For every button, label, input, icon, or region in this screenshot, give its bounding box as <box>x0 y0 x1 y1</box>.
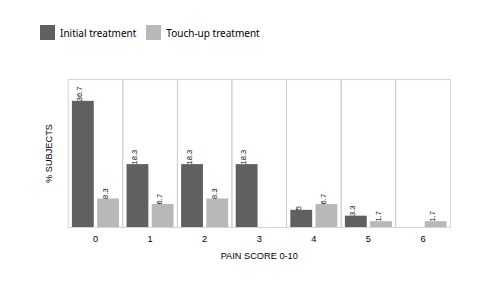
svg-text:2: 2 <box>202 234 207 244</box>
svg-text:8.3: 8.3 <box>101 188 110 198</box>
svg-text:6.7: 6.7 <box>319 194 328 205</box>
svg-text:4: 4 <box>311 234 316 244</box>
svg-text:36.7: 36.7 <box>75 87 84 102</box>
svg-text:1.7: 1.7 <box>428 211 437 222</box>
svg-text:6: 6 <box>420 234 425 244</box>
svg-text:5: 5 <box>294 206 303 210</box>
svg-text:1.7: 1.7 <box>374 211 383 222</box>
svg-text:8.3: 8.3 <box>210 188 219 198</box>
svg-text:5: 5 <box>366 234 371 244</box>
svg-text:3.3: 3.3 <box>348 206 357 216</box>
svg-text:3: 3 <box>257 234 262 244</box>
svg-text:18.3: 18.3 <box>185 150 194 165</box>
svg-text:1: 1 <box>147 234 152 244</box>
svg-text:18.3: 18.3 <box>239 150 248 165</box>
svg-text:PAIN SCORE 0-10: PAIN SCORE 0-10 <box>221 251 298 261</box>
svg-text:18.3: 18.3 <box>130 150 139 165</box>
svg-text:% SUBJECTS: % SUBJECTS <box>44 124 54 183</box>
svg-text:0: 0 <box>93 234 98 244</box>
svg-text:6.7: 6.7 <box>155 194 164 205</box>
html-text:Touch-up treatment: Touch-up treatment <box>166 25 260 40</box>
html-text:Initial treatment: Initial treatment <box>60 25 137 40</box>
